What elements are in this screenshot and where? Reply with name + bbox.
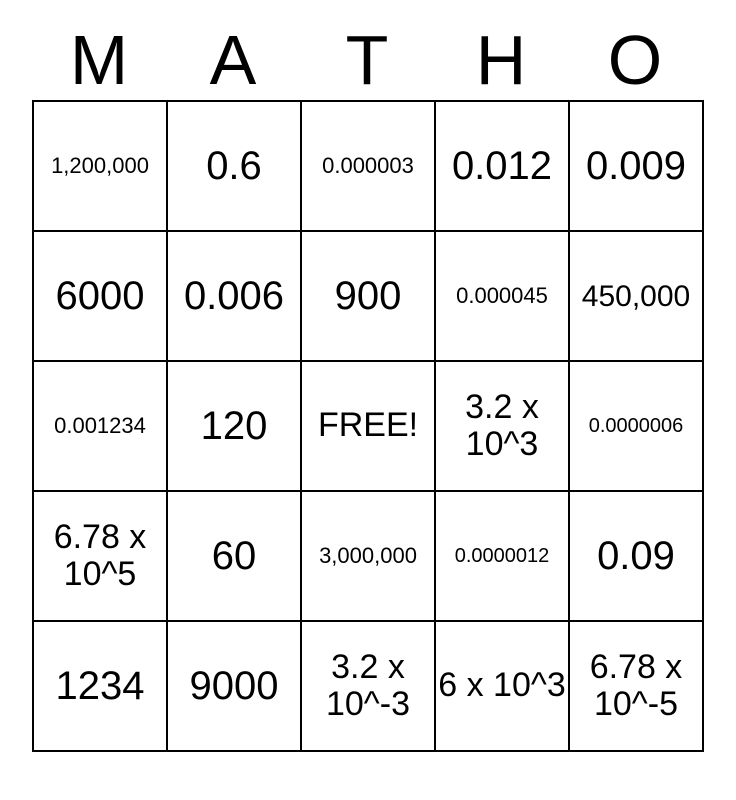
bingo-cell: 0.009	[570, 102, 704, 232]
bingo-card: M A T H O 1,200,0000.60.0000030.0120.009…	[32, 20, 704, 752]
header-row: M A T H O	[32, 20, 702, 100]
bingo-cell: 6.78 x 10^-5	[570, 622, 704, 752]
bingo-cell: 3.2 x 10^3	[436, 362, 570, 492]
header-letter: M	[32, 20, 166, 100]
bingo-cell: 0.006	[168, 232, 302, 362]
bingo-cell: 0.001234	[34, 362, 168, 492]
header-letter: A	[166, 20, 300, 100]
bingo-grid: 1,200,0000.60.0000030.0120.00960000.0069…	[32, 100, 704, 752]
header-letter: O	[568, 20, 702, 100]
bingo-cell: 3.2 x 10^-3	[302, 622, 436, 752]
bingo-cell: 0.000045	[436, 232, 570, 362]
bingo-cell: 60	[168, 492, 302, 622]
bingo-cell: 900	[302, 232, 436, 362]
bingo-cell: 0.0000012	[436, 492, 570, 622]
bingo-cell: 0.012	[436, 102, 570, 232]
bingo-cell: 6 x 10^3	[436, 622, 570, 752]
bingo-cell: 0.0000006	[570, 362, 704, 492]
bingo-cell: 120	[168, 362, 302, 492]
bingo-cell: 0.000003	[302, 102, 436, 232]
bingo-cell: 6.78 x 10^5	[34, 492, 168, 622]
bingo-cell: 3,000,000	[302, 492, 436, 622]
bingo-cell: 450,000	[570, 232, 704, 362]
bingo-cell: 9000	[168, 622, 302, 752]
bingo-cell: 0.6	[168, 102, 302, 232]
bingo-cell: 0.09	[570, 492, 704, 622]
bingo-cell: 6000	[34, 232, 168, 362]
bingo-cell: FREE!	[302, 362, 436, 492]
header-letter: T	[300, 20, 434, 100]
bingo-cell: 1234	[34, 622, 168, 752]
bingo-cell: 1,200,000	[34, 102, 168, 232]
header-letter: H	[434, 20, 568, 100]
